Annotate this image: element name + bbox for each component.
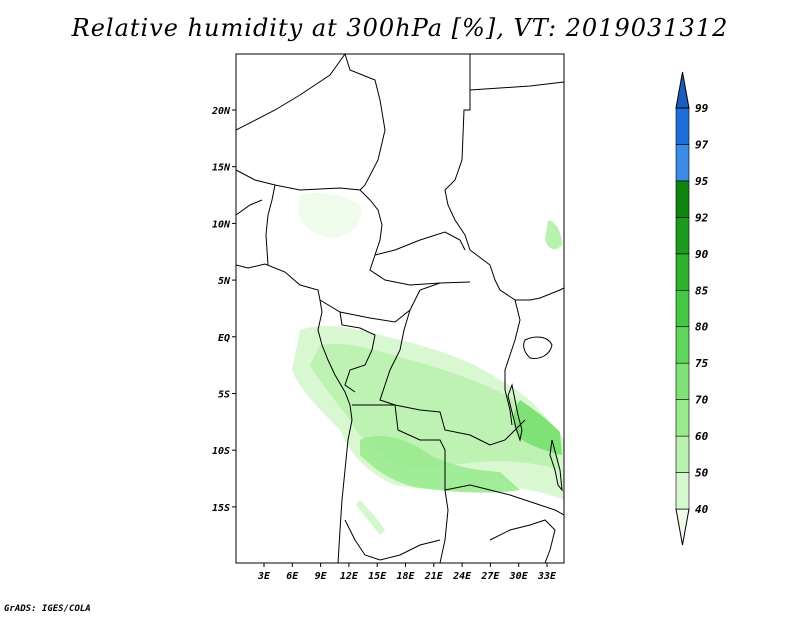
lon-tick-label: 27E xyxy=(480,571,500,582)
lon-tick-label: 21E xyxy=(424,571,444,582)
lat-tick-label: 20N xyxy=(211,106,231,117)
colorbar-label: 50 xyxy=(695,467,709,480)
border-line-3 xyxy=(444,54,564,301)
lon-tick-label: 15E xyxy=(368,571,387,582)
border-line-11 xyxy=(444,484,564,516)
border-line-4 xyxy=(236,169,471,286)
lake-tanganyika xyxy=(507,383,523,442)
lon-tick-label: 12E xyxy=(340,571,359,582)
lon-tick-label: 33E xyxy=(537,571,557,582)
lake-malawi xyxy=(549,439,563,492)
longitude-axis: 3E 6E 9E 12E 15E 18E 21E 24E 27E 30E 33E xyxy=(257,563,557,582)
colorbar-label: 75 xyxy=(695,357,709,370)
colorbar-swatch xyxy=(675,435,690,473)
colorbar-swatch xyxy=(675,362,690,400)
border-line-15 xyxy=(344,519,441,561)
colorbar-swatch xyxy=(675,253,690,291)
lon-tick-label: 18E xyxy=(396,571,415,582)
latitude-axis: 20N 15N 10N 5N EQ 5S 10S 15S xyxy=(211,106,236,514)
grads-credit: GrADS: IGES/COLA xyxy=(4,604,91,614)
border-line-9 xyxy=(379,309,526,446)
colorbar-swatch xyxy=(675,107,690,145)
border-line-8 xyxy=(339,311,376,393)
lon-tick-label: 9E xyxy=(315,571,328,582)
lake-victoria xyxy=(523,336,553,359)
colorbar-swatch xyxy=(675,289,690,328)
border-line-12 xyxy=(504,299,521,426)
colorbar-label: 90 xyxy=(695,248,709,261)
chart-title: Relative humidity at 300hPa [%], VT: 201… xyxy=(71,14,729,42)
border-line-2 xyxy=(344,54,386,191)
colorbar-swatch xyxy=(675,326,690,364)
lon-tick-label: 30E xyxy=(509,571,529,582)
colorbar-label: 97 xyxy=(695,138,709,151)
colorbar-swatch xyxy=(675,472,690,510)
colorbar-label: 99 xyxy=(695,102,709,115)
border-line-1 xyxy=(236,54,346,131)
lat-tick-label: 15N xyxy=(212,163,231,174)
border-line-16 xyxy=(236,199,263,216)
colorbar-swatch xyxy=(675,217,690,255)
humidity-shading xyxy=(292,193,564,535)
colorbar-label: 85 xyxy=(695,284,709,297)
colorbar-label: 70 xyxy=(695,394,709,407)
colorbar-arrow-top xyxy=(675,71,690,109)
border-line-7 xyxy=(319,282,441,323)
lat-tick-label: EQ xyxy=(218,333,230,344)
lat-tick-label: 5S xyxy=(218,390,230,401)
map-frame xyxy=(235,53,565,564)
border-line-5 xyxy=(265,184,276,266)
humidity-patch-north xyxy=(298,193,362,238)
border-line-14 xyxy=(489,519,556,563)
colorbar-label: 60 xyxy=(695,430,709,443)
lon-tick-label: 3E xyxy=(257,571,271,582)
colorbar-swatch xyxy=(675,180,690,218)
humidity-patch-east xyxy=(545,220,562,250)
colorbar-swatch xyxy=(675,399,690,437)
coastline-west xyxy=(236,263,353,563)
lat-tick-label: 15S xyxy=(212,503,230,514)
colorbar-label: 92 xyxy=(695,211,709,224)
lat-tick-label: 10S xyxy=(212,446,230,457)
border-line-10 xyxy=(352,404,449,563)
lat-tick-label: 10N xyxy=(212,219,231,230)
humidity-band-south xyxy=(360,435,520,493)
colorbar: 40 50 60 70 75 80 85 90 92 95 97 99 xyxy=(675,71,709,546)
boundaries xyxy=(236,54,564,563)
colorbar-label: 95 xyxy=(695,175,709,188)
colorbar-swatch xyxy=(675,144,690,182)
colorbar-label: 80 xyxy=(695,321,709,334)
humidity-band-core xyxy=(513,400,562,455)
lon-tick-label: 24E xyxy=(452,571,472,582)
lon-tick-label: 6E xyxy=(286,571,299,582)
border-line-6 xyxy=(374,231,466,256)
border-line-13 xyxy=(469,81,564,91)
colorbar-label: 40 xyxy=(695,503,709,516)
colorbar-arrow-bottom xyxy=(675,508,690,546)
humidity-streak-sw xyxy=(356,500,385,535)
lat-tick-label: 5N xyxy=(218,276,231,287)
